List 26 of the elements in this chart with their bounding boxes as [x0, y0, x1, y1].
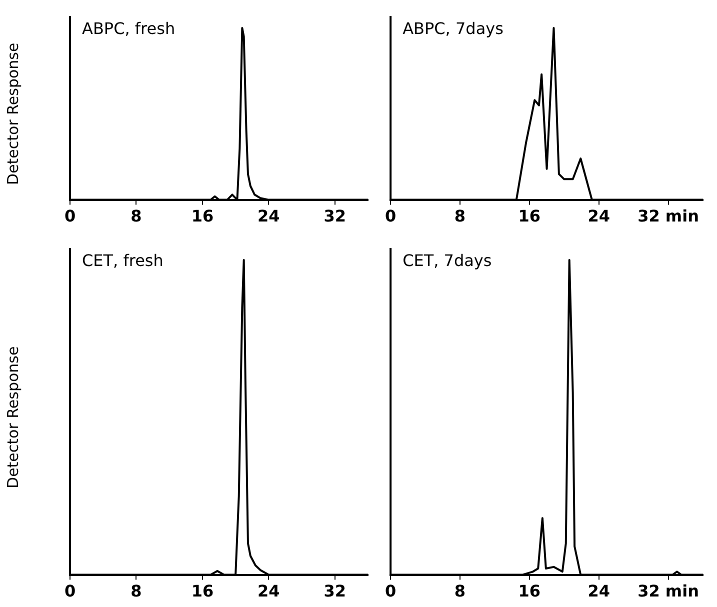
chart-title: ABPC, fresh: [82, 19, 176, 38]
x-tick-label: 0: [384, 206, 396, 226]
x-tick-label: 8: [454, 206, 466, 226]
chart-title: CET, fresh: [82, 251, 164, 270]
x-tick-label: 16: [191, 206, 214, 226]
x-tick-label: 16: [518, 206, 541, 226]
y-axis-title: Detector Response: [4, 346, 22, 488]
x-tick-label: 8: [130, 206, 142, 226]
x-tick-label: 0: [64, 582, 76, 601]
chart-title: ABPC, 7days: [402, 19, 504, 38]
x-tick-label: 32 min: [638, 582, 699, 601]
x-tick-label: 24: [258, 582, 280, 601]
y-axis-title: Detector Response: [4, 42, 22, 185]
x-tick-label: 8: [454, 582, 466, 601]
x-tick-label: 24: [588, 206, 610, 226]
x-tick-label: 0: [64, 206, 76, 226]
x-tick-label: 32 min: [638, 206, 699, 226]
x-tick-label: 8: [130, 582, 142, 601]
x-tick-label: 24: [588, 582, 610, 601]
x-tick-label: 16: [191, 582, 214, 601]
x-tick-label: 0: [384, 582, 396, 601]
x-tick-label: 24: [258, 206, 280, 226]
chart-title: CET, 7days: [402, 251, 492, 270]
x-tick-label: 32: [324, 206, 346, 226]
x-tick-label: 32: [324, 582, 346, 601]
x-tick-label: 16: [518, 582, 541, 601]
